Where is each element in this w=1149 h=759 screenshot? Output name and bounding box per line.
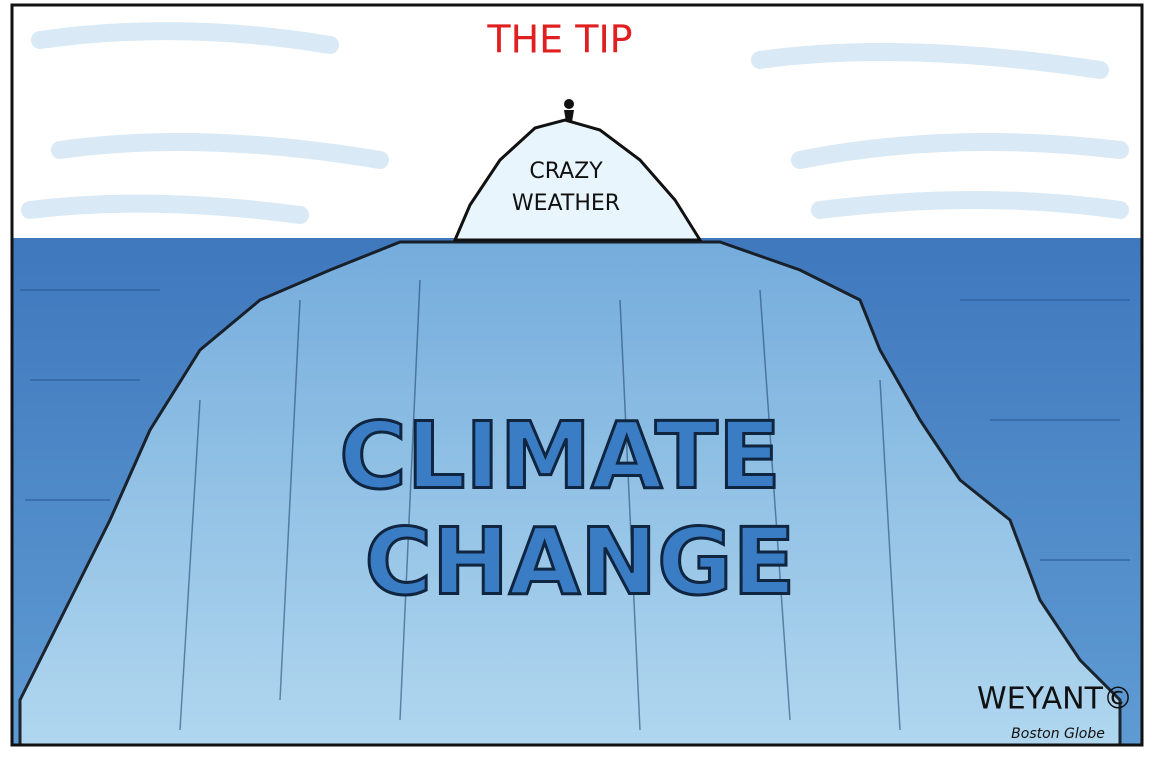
iceberg-label: CLIMATE bbox=[339, 402, 781, 509]
title: THE TIP bbox=[486, 18, 632, 62]
tip-label: CRAZY bbox=[529, 159, 603, 184]
signature: WEYANT© bbox=[977, 682, 1133, 717]
cartoon: THE TIP CRAZY WEATHER CLIMATE CHANGE WEY… bbox=[0, 0, 1149, 759]
page: THE TIP CRAZY WEATHER CLIMATE CHANGE WEY… bbox=[0, 0, 1149, 759]
figure bbox=[564, 99, 574, 122]
publication: Boston Globe bbox=[1011, 726, 1105, 742]
iceberg-label: CHANGE bbox=[364, 508, 795, 615]
tip-label: WEATHER bbox=[512, 191, 620, 216]
